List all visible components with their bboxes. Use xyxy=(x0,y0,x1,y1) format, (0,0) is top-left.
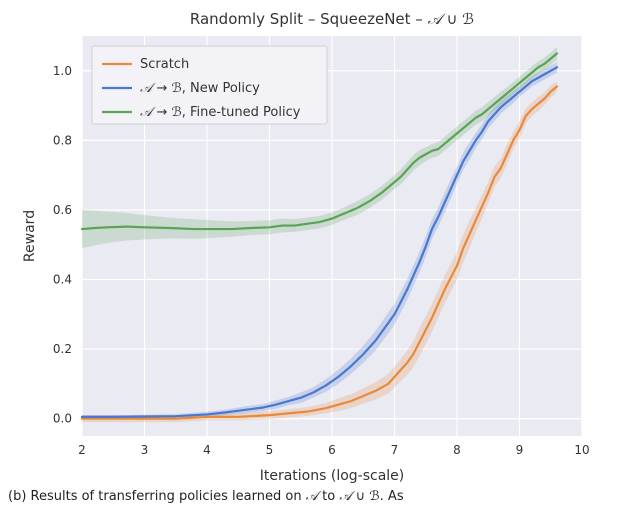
y-tick-label: 0.8 xyxy=(53,133,72,147)
x-tick-label: 3 xyxy=(141,443,149,457)
x-tick-label: 2 xyxy=(78,443,86,457)
x-tick-label: 6 xyxy=(328,443,336,457)
x-axis-label: Iterations (log-scale) xyxy=(260,468,405,484)
legend-item-label: 𝒜 → ℬ, Fine-tuned Policy xyxy=(140,105,301,120)
y-tick-label: 0.0 xyxy=(53,412,72,426)
y-tick-label: 0.6 xyxy=(53,203,72,217)
figure-caption: (b) Results of transferring policies lea… xyxy=(8,489,404,504)
chart-container: 2 3 4 5 6 7 8 9 10 0.0 0.2 0.4 0.6 0.8 1.0 Iterations (… xyxy=(0,0,620,516)
legend-item-label: Scratch xyxy=(140,57,189,72)
legend: Scratch 𝒜 → ℬ, New Policy 𝒜 → ℬ, Fine-tune… xyxy=(92,46,327,124)
legend-item-label: 𝒜 → ℬ, New Policy xyxy=(140,81,260,96)
x-tick-label: 8 xyxy=(453,443,461,457)
x-tick-label: 10 xyxy=(574,443,589,457)
x-tick-label: 7 xyxy=(391,443,399,457)
x-tick-label: 4 xyxy=(203,443,211,457)
chart-title: Randomly Split – SqueezeNet – 𝒜 ∪ ℬ xyxy=(190,10,474,28)
y-tick-label: 0.2 xyxy=(53,342,72,356)
y-tick-label: 0.4 xyxy=(53,272,72,286)
line-chart: 2 3 4 5 6 7 8 9 10 0.0 0.2 0.4 0.6 0.8 1.0 Iterations (… xyxy=(0,0,620,516)
y-tick-label: 1.0 xyxy=(53,64,72,78)
y-axis-label: Reward xyxy=(22,210,38,262)
x-tick-label: 9 xyxy=(516,443,524,457)
x-tick-label: 5 xyxy=(266,443,274,457)
